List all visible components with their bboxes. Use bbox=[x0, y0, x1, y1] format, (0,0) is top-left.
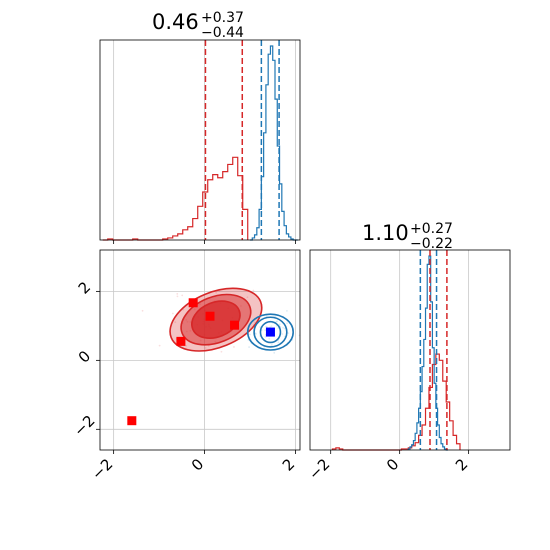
sample-point bbox=[287, 332, 290, 334]
marginal-2-title-value: 1.10 bbox=[362, 221, 409, 245]
sample-point bbox=[249, 333, 251, 336]
joint-distribution-panel: −2 0 2 −2 0 2 bbox=[70, 249, 301, 483]
marginal-1-title: 0.46 bbox=[152, 10, 199, 34]
marginal-1-title-upper: +0.37 bbox=[201, 10, 244, 26]
y-tick-label: −2 bbox=[70, 412, 98, 440]
x-tick-label: −2 bbox=[305, 455, 333, 483]
sample-point bbox=[252, 289, 255, 292]
sample-point bbox=[275, 320, 278, 323]
histogram-series-1 bbox=[102, 156, 249, 241]
marginal-histogram-2: −2 0 2 1.10 +0.27 −0.22 bbox=[305, 221, 511, 483]
sample-point bbox=[270, 344, 273, 346]
sample-point bbox=[233, 346, 235, 348]
point-marker bbox=[188, 298, 198, 308]
sample-point bbox=[158, 344, 161, 347]
x-tick-label: −2 bbox=[88, 455, 116, 483]
contour-level-3 bbox=[246, 313, 294, 351]
marginal-1-title-lower: −0.44 bbox=[201, 25, 244, 41]
histogram-series-2 bbox=[407, 255, 448, 451]
sample-point bbox=[273, 351, 276, 354]
sample-point bbox=[286, 322, 288, 325]
sample-point bbox=[246, 296, 249, 299]
sample-point bbox=[181, 294, 184, 297]
x-tick-label: 0 bbox=[383, 455, 402, 474]
sample-point bbox=[265, 325, 268, 328]
marginal-2-title-upper: +0.27 bbox=[410, 221, 453, 237]
sample-point bbox=[176, 292, 179, 295]
sample-point bbox=[176, 295, 179, 298]
x-tick-label: 2 bbox=[279, 455, 298, 474]
sample-point bbox=[286, 309, 288, 312]
sample-point bbox=[220, 350, 223, 353]
contour-level-1 bbox=[191, 300, 241, 339]
point-marker bbox=[265, 327, 275, 337]
sample-point bbox=[276, 320, 279, 323]
sample-point bbox=[279, 323, 281, 326]
x-tick-label: 0 bbox=[188, 455, 207, 474]
marginal-1-title-value: 0.46 bbox=[152, 10, 199, 34]
sample-point bbox=[141, 309, 144, 312]
sample-point bbox=[248, 346, 250, 348]
contour-level-2 bbox=[253, 316, 288, 348]
sample-point bbox=[174, 321, 177, 324]
sample-point bbox=[268, 337, 271, 340]
sample-point bbox=[282, 326, 284, 329]
marginal-histogram-1: 0.46 +0.37 −0.44 bbox=[99, 10, 301, 244]
sample-point bbox=[270, 325, 273, 328]
y-tick-label: 2 bbox=[75, 278, 94, 297]
sample-point bbox=[259, 326, 262, 328]
sample-point bbox=[264, 329, 267, 332]
sample-point bbox=[255, 333, 257, 335]
sample-point bbox=[215, 291, 218, 294]
axes-frame-1 bbox=[100, 40, 300, 240]
x-tick-label: 2 bbox=[452, 455, 471, 474]
point-marker bbox=[230, 320, 240, 330]
sample-point bbox=[277, 341, 280, 344]
y-tick-label: 0 bbox=[75, 347, 94, 366]
sample-point bbox=[264, 335, 267, 338]
axes-frame-3 bbox=[310, 250, 510, 450]
sample-point bbox=[182, 308, 185, 311]
sample-point bbox=[171, 312, 174, 315]
point-marker bbox=[176, 336, 186, 346]
sample-point bbox=[281, 333, 284, 335]
sample-point bbox=[204, 346, 207, 349]
point-marker bbox=[127, 416, 137, 426]
histogram-series-2 bbox=[250, 45, 298, 241]
point-marker bbox=[205, 311, 215, 321]
marginal-2-title: 1.10 bbox=[362, 221, 409, 245]
sample-point bbox=[283, 327, 286, 330]
marginal-2-title-lower: −0.22 bbox=[410, 236, 453, 252]
sample-point bbox=[185, 344, 188, 347]
contour-level-1 bbox=[259, 320, 282, 344]
